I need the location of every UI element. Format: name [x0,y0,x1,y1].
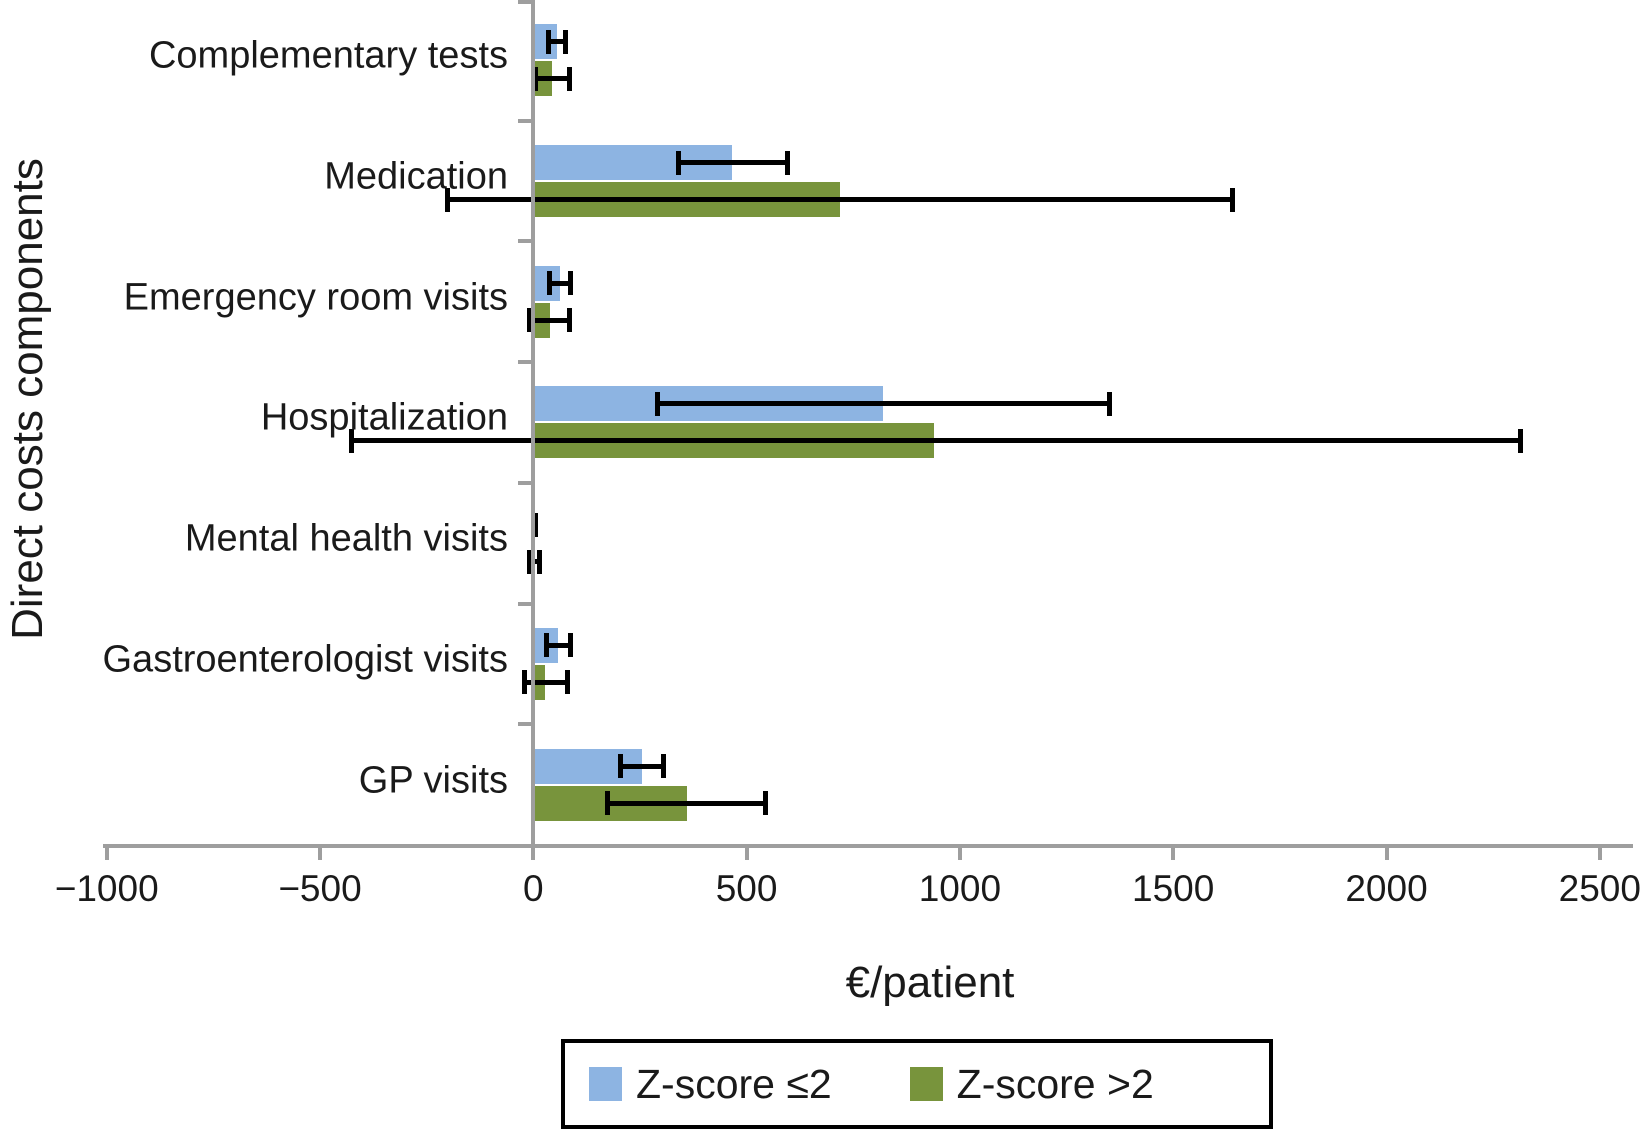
x-tick [318,846,322,860]
legend-label: Z-score ≤2 [636,1060,832,1107]
error-bar [529,317,570,323]
error-bar-cap [349,428,355,453]
error-bar-cap [784,150,790,175]
y-tick [518,722,532,727]
error-bar [447,197,1233,203]
y-axis-line [531,0,535,848]
x-tick [1384,846,1389,860]
x-tick [1597,846,1602,860]
error-bar-cap [654,391,660,416]
error-bar [546,642,571,648]
x-axis-title: €/patient [845,958,1015,1007]
category-label: Medication [324,155,508,198]
category-label: Gastroenterologist visits [102,638,509,681]
error-bar-cap [546,271,552,296]
error-bar [657,401,1110,407]
category-label: Complementary tests [148,34,508,77]
x-tick-label: 1500 [1132,868,1215,909]
error-bar-cap [567,308,573,333]
x-tick [1171,846,1176,860]
legend-label: Z-score >2 [956,1060,1154,1107]
error-bar-cap [660,754,666,779]
error-bar-cap [568,271,574,296]
error-bar-cap [618,754,624,779]
x-tick-label: 0 [523,868,544,909]
x-tick-label: 500 [715,868,778,909]
error-bar-cap [564,670,570,695]
category-label: GP visits [358,759,508,802]
error-bar-cap [1106,391,1112,416]
error-bar [524,679,568,685]
error-bar [549,280,571,286]
x-tick [957,846,962,860]
error-bar-cap [567,66,573,91]
y-tick [518,480,532,485]
legend-swatch-z-score-le2 [589,1067,622,1101]
error-bar-cap [1518,428,1524,453]
error-bar-cap [1230,187,1236,212]
legend-item: Z-score >2 [909,1060,1154,1108]
legend-swatch-z-score-gt2 [909,1067,943,1101]
error-bar-cap [567,633,573,658]
category-label: Mental health visits [184,517,508,560]
y-tick [518,601,532,606]
error-bar-cap [543,633,549,658]
x-tick-label: 2500 [1558,868,1641,909]
error-bar-cap [532,512,538,537]
x-tick-label: 1000 [918,868,1002,909]
error-bar-cap [532,66,538,91]
y-tick [518,360,532,365]
bar [533,24,557,60]
x-tick-label: −500 [278,868,362,909]
error-bar-cap [562,29,568,54]
error-bar [678,160,788,166]
error-bar-cap [526,549,532,574]
y-axis-title: Direct costs components [3,158,52,640]
error-bar-cap [763,791,769,816]
error-bar [351,438,1521,444]
error-bar [548,39,566,45]
x-tick-label: −1000 [54,868,159,909]
x-tick [744,846,749,860]
category-label: Emergency room visits [123,276,508,319]
x-tick [104,846,109,860]
error-bar-cap [527,308,533,333]
legend: Z-score ≤2 Z-score >2 [561,1039,1273,1129]
y-tick [518,239,532,244]
x-axis-line [103,844,1633,848]
error-bar-cap [605,791,611,816]
error-bar-cap [675,150,681,175]
error-bar [535,76,570,82]
error-bar [620,763,664,769]
error-bar-cap [545,29,551,54]
x-tick [531,846,536,860]
error-bar-cap [537,549,543,574]
error-bar [607,800,766,806]
error-bar-cap [522,670,528,695]
x-tick-label: 2000 [1345,868,1428,909]
y-tick [518,118,532,123]
error-bar-cap [445,187,451,212]
y-tick [518,0,532,4]
legend-item: Z-score ≤2 [589,1061,832,1108]
category-label: Hospitalization [260,396,508,439]
